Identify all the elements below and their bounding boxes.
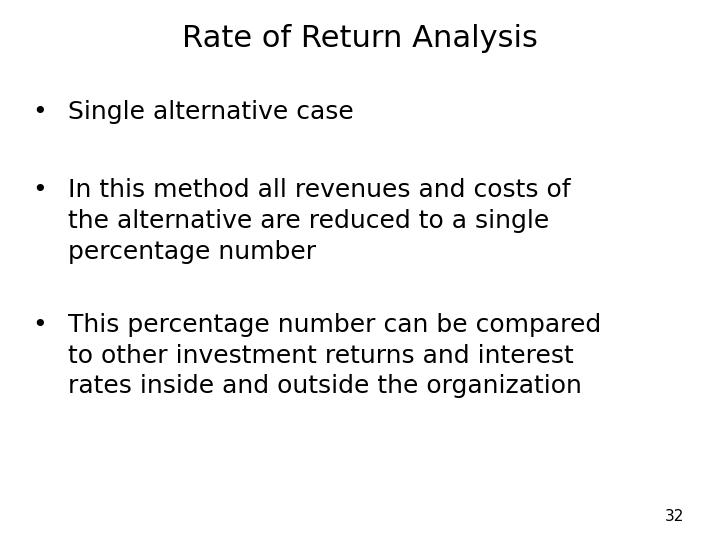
- Text: 32: 32: [665, 509, 684, 524]
- Text: Single alternative case: Single alternative case: [68, 100, 354, 124]
- Text: Rate of Return Analysis: Rate of Return Analysis: [182, 24, 538, 53]
- Text: •: •: [32, 178, 47, 202]
- Text: •: •: [32, 100, 47, 124]
- Text: This percentage number can be compared
to other investment returns and interest
: This percentage number can be compared t…: [68, 313, 602, 399]
- Text: In this method all revenues and costs of
the alternative are reduced to a single: In this method all revenues and costs of…: [68, 178, 571, 264]
- Text: •: •: [32, 313, 47, 337]
